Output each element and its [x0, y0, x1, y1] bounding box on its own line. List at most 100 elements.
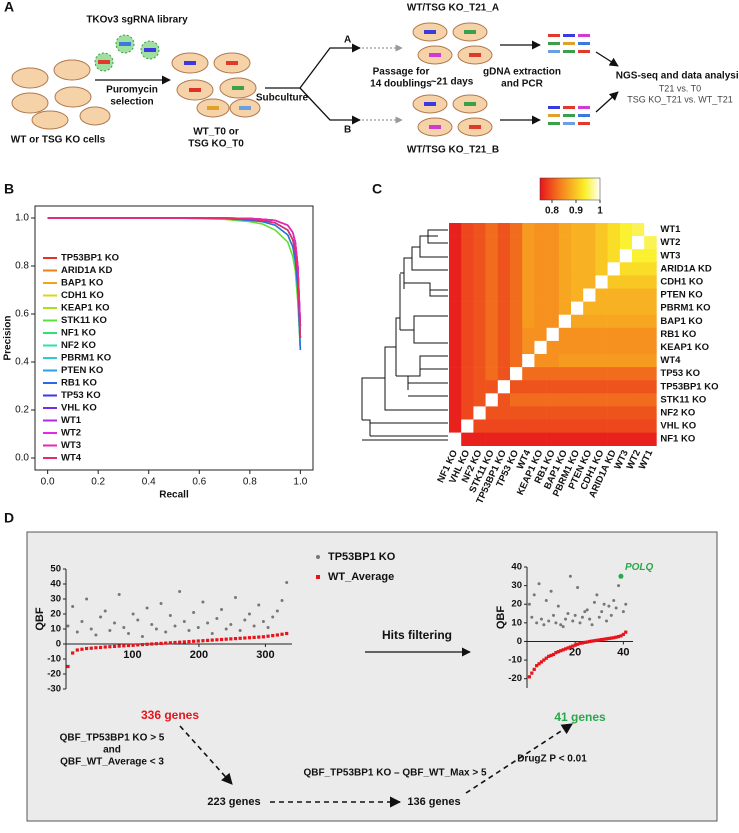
- heatmap-cell: [571, 393, 584, 407]
- y-tick-label: 10: [50, 624, 61, 635]
- heatmap-cell: [534, 419, 547, 433]
- heatmap-cell: [534, 236, 547, 250]
- heatmap-cell: [619, 327, 633, 342]
- y-tick-label: -20: [47, 669, 61, 680]
- row-label: CDH1 KO: [660, 276, 703, 287]
- heatmap-cell: [644, 236, 657, 250]
- heatmap-cell: [461, 223, 474, 237]
- heatmap-cell: [571, 354, 584, 368]
- heatmap-cell: [571, 314, 584, 329]
- point: [530, 671, 534, 675]
- heatmap-cell: [497, 236, 511, 250]
- point: [206, 621, 210, 625]
- heatmap-cell: [461, 327, 474, 342]
- heatmap-cell: [534, 340, 547, 355]
- row-label: TP53BP1 KO: [660, 381, 718, 392]
- y-axis-label: QBF: [495, 606, 507, 630]
- flow-text: DrugZ P < 0.01: [517, 754, 587, 765]
- heatmap-cell: [485, 354, 499, 368]
- heatmap-cell: [558, 314, 572, 329]
- row-label: VHL KO: [660, 421, 696, 432]
- workflow-text: TKOv3 sgRNA library: [86, 15, 188, 26]
- point: [549, 589, 553, 593]
- point: [234, 596, 237, 599]
- point: [168, 641, 172, 645]
- heatmap-cell: [461, 367, 474, 381]
- point: [238, 629, 242, 632]
- heatmap-cell: [644, 288, 657, 302]
- heatmap-cell: [607, 380, 621, 394]
- point: [196, 626, 200, 629]
- flow-text: QBF_TP53BP1 KO – QBF_WT_Max > 5: [303, 768, 487, 779]
- heatmap-cell: [497, 223, 511, 237]
- heatmap-cell: [571, 236, 584, 250]
- heatmap-cell: [510, 314, 523, 329]
- point: [537, 582, 541, 586]
- heatmap-cell: [522, 340, 535, 355]
- point: [66, 664, 70, 669]
- heatmap-cell: [546, 288, 560, 302]
- heatmap-cell: [461, 380, 474, 394]
- heatmap-cell: [461, 340, 474, 355]
- heatmap-cell: [461, 432, 474, 446]
- heatmap-cell: [485, 367, 499, 381]
- workflow: TKOv3 sgRNA library Puromycin selection …: [11, 3, 739, 156]
- point: [140, 643, 145, 647]
- heatmap-cell: [497, 419, 511, 433]
- heatmap-cell: [607, 223, 621, 237]
- x-tick-label: 40: [617, 646, 629, 658]
- heatmap-cell: [644, 262, 657, 276]
- point: [592, 600, 596, 604]
- y-tick-label: 0.0: [15, 453, 29, 464]
- y-tick-label: -10: [47, 654, 61, 665]
- heatmap-cell: [607, 275, 621, 289]
- heatmap-cell: [595, 367, 608, 381]
- heatmap-cell: [583, 367, 596, 381]
- point: [537, 662, 541, 666]
- point: [182, 620, 186, 623]
- point: [224, 637, 228, 641]
- heatmap-cell: [558, 340, 572, 355]
- heatmap-cell: [485, 249, 499, 263]
- point: [122, 626, 126, 629]
- heatmap-cell: [546, 223, 560, 237]
- heatmap-cell: [534, 380, 547, 394]
- heatmap-cell: [497, 393, 511, 407]
- heatmap-cell: [534, 327, 547, 342]
- heatmap-cell: [619, 380, 633, 394]
- heatmap-cell: [485, 262, 499, 276]
- point: [571, 619, 575, 623]
- reads: [548, 34, 590, 125]
- heatmap-cell: [632, 275, 645, 289]
- workflow-text: gDNA extraction: [483, 67, 561, 78]
- point: [233, 637, 238, 641]
- point: [602, 602, 606, 606]
- point: [103, 609, 107, 613]
- point: [551, 652, 556, 657]
- heatmap-cell: [461, 262, 474, 276]
- workflow-text: TSG KO_T0: [188, 139, 244, 150]
- point: [612, 599, 616, 603]
- point: [150, 642, 154, 646]
- x-tick-label: 200: [190, 649, 208, 661]
- legend-label: VHL KO: [61, 403, 97, 414]
- heatmap-cell: [595, 380, 608, 394]
- y-tick-label: 40: [511, 562, 522, 573]
- workflow-text: Passage for: [373, 67, 430, 78]
- heatmap-cell: [546, 432, 560, 446]
- heatmap-cell: [583, 249, 596, 263]
- heatmap-cell: [522, 327, 535, 342]
- heatmap-cell: [473, 367, 486, 381]
- heatmap-cell: [510, 380, 523, 394]
- x-tick-label: 0.2: [91, 477, 105, 488]
- workflow-text: 14 doublings: [370, 79, 432, 90]
- x-tick-label: 0.6: [192, 477, 206, 488]
- point: [600, 610, 604, 614]
- y-tick-label: -10: [508, 655, 522, 666]
- heatmap-cell: [497, 275, 511, 289]
- heatmap-cell: [546, 262, 560, 276]
- point: [590, 623, 594, 627]
- heatmap-cell: [522, 380, 535, 394]
- heatmap-cell: [644, 327, 657, 342]
- point: [532, 593, 536, 597]
